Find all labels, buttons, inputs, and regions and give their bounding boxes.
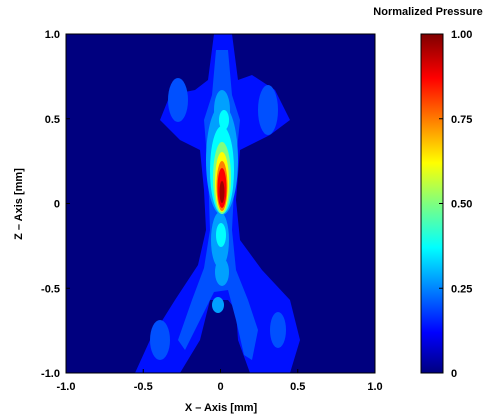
y-axis: 1.0 0.5 0 -0.5 -1.0 [41,29,70,380]
colorbar-ticks: 1.00 0.75 0.50 0.25 0 [439,29,472,380]
colorbar-tick-label: 0 [451,368,457,380]
colorbar-tick-label: 0.25 [451,283,472,295]
x-axis-label: X – Axis [mm] [185,402,258,414]
y-axis-label: Z – Axis [mm] [13,168,25,240]
y-tick-label: 0.5 [45,114,60,126]
y-tick-label: -1.0 [41,368,60,380]
heatmap-plot [66,34,375,373]
x-tick-label: -1.0 [57,381,76,393]
y-tick-label: 1.0 [45,29,60,41]
y-tick-label: -0.5 [41,283,60,295]
x-axis: -1.0 -0.5 0 0.5 1.0 [57,369,383,393]
y-tick-label: 0 [54,199,60,211]
x-tick-label: 0.5 [290,381,305,393]
colorbar-tick-label: 0.75 [451,114,472,126]
x-tick-label: 1.0 [367,381,382,393]
x-tick-label: -0.5 [134,381,153,393]
colorbar-tick-label: 1.00 [451,29,472,41]
colorbar-title: Normalized Pressure [373,6,482,18]
x-tick-label: 0 [217,381,223,393]
colorbar: Normalized Pressure 1.00 0.75 0.50 0.25 0 [373,6,482,380]
colorbar-tick-label: 0.50 [451,199,472,211]
contour-level-9 [219,181,225,203]
